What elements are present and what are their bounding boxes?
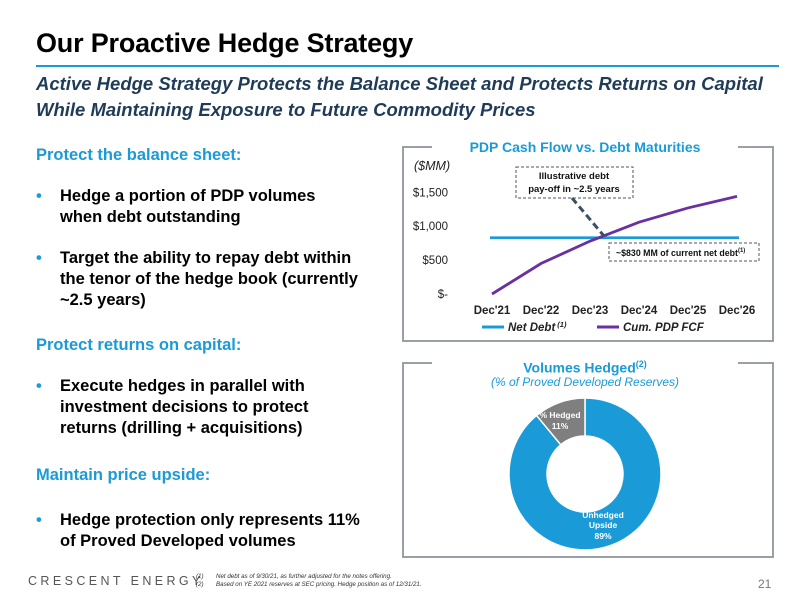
bullet-marker: • <box>36 187 42 205</box>
slice-label-unhedged-2: Upside <box>589 520 618 530</box>
slice-label-unhedged-1: Unhedged <box>582 510 624 520</box>
footnote-number: (2) <box>196 581 204 588</box>
bullet-marker: • <box>36 249 42 267</box>
x-tick-label: Dec'23 <box>572 305 609 317</box>
donut-chart-title: Volumes Hedged(2) <box>432 353 738 376</box>
payoff-annotation-line2: pay-off in ~2.5 years <box>528 184 620 195</box>
donut-title-text: Volumes Hedged <box>523 359 636 376</box>
net-debt-annotation-box <box>608 242 760 262</box>
slice-value-unhedged: 89% <box>594 531 611 541</box>
bullet-text: Hedge protection only represents 11% of … <box>60 511 360 550</box>
y-tick-label: $500 <box>422 255 448 267</box>
donut-chart: % Hedged 11% Unhedged Upside 89% <box>508 397 662 551</box>
payoff-annotation-line1: Illustrative debt <box>539 171 610 182</box>
legend-label-cum-pdp-fcf: Cum. PDP FCF <box>623 322 705 334</box>
footnote-2: (2) Based on YE 2021 reserves at SEC pric… <box>196 581 422 589</box>
donut-slice-hedged <box>535 397 586 446</box>
x-tick-label: Dec'22 <box>523 305 560 317</box>
page-number: 21 <box>758 577 772 591</box>
slice-value-hedged: 11% <box>552 421 569 431</box>
bullet-text: Hedge a portion of PDP volumes when debt… <box>60 187 316 226</box>
donut-title-sup: (2) <box>635 359 647 369</box>
bullet-text: Execute hedges in parallel with investme… <box>60 377 309 437</box>
bullet-marker: • <box>36 511 42 529</box>
footnotes: (1) Net debt as of 9/30/21, as further ad… <box>196 573 422 589</box>
page-title: Our Proactive Hedge Strategy <box>36 28 414 58</box>
footnote-text: Based on YE 2021 reserves at SEC pricing… <box>216 581 422 588</box>
x-tick-label: Dec'24 <box>621 305 658 317</box>
payoff-annotation-box <box>515 166 634 199</box>
page-subtitle: Active Hedge Strategy Protects the Balan… <box>36 73 763 120</box>
bullet-marker: • <box>36 377 42 395</box>
section-heading-balance-sheet: Protect the balance sheet: <box>36 146 242 164</box>
section-heading-price-upside: Maintain price upside: <box>36 466 211 484</box>
legend-label-net-debt: Net Debt (1) <box>508 320 567 334</box>
y-tick-label: $- <box>438 289 448 301</box>
line-chart: ($MM) $- $500 $1,000 $1,500 Dec'21 Dec'22 Dec… <box>413 159 760 334</box>
y-tick-label: $1,500 <box>413 187 448 199</box>
section-heading-returns: Protect returns on capital: <box>36 336 242 354</box>
bullet-text: Target the ability to repay debt within … <box>60 249 358 309</box>
y-axis-label: ($MM) <box>414 159 450 173</box>
footnote-number: (1) <box>196 573 204 580</box>
donut-slice-unhedged <box>508 397 662 551</box>
x-tick-label: Dec'25 <box>670 305 707 317</box>
title-divider <box>36 65 779 67</box>
x-tick-label: Dec'21 <box>474 305 511 317</box>
line-chart-title: PDP Cash Flow vs. Debt Maturities <box>432 137 738 157</box>
x-tick-label: Dec'26 <box>719 305 756 317</box>
slice-label-hedged: % Hedged <box>539 410 580 420</box>
payoff-pointer-line <box>570 197 606 237</box>
net-debt-annotation-text: ~$830 MM of current net debt(1) <box>616 248 745 258</box>
donut-chart-subtitle: (% of Proved Developed Reserves) <box>490 375 680 389</box>
series-line-cum-pdp-fcf <box>491 195 738 296</box>
y-tick-label: $1,000 <box>413 221 448 233</box>
company-logo: CRESCENT ENERGY <box>28 574 204 588</box>
footnote-1: (1) Net debt as of 9/30/21, as further ad… <box>196 573 422 581</box>
footnote-text: Net debt as of 9/30/21, as further adjus… <box>216 573 392 580</box>
